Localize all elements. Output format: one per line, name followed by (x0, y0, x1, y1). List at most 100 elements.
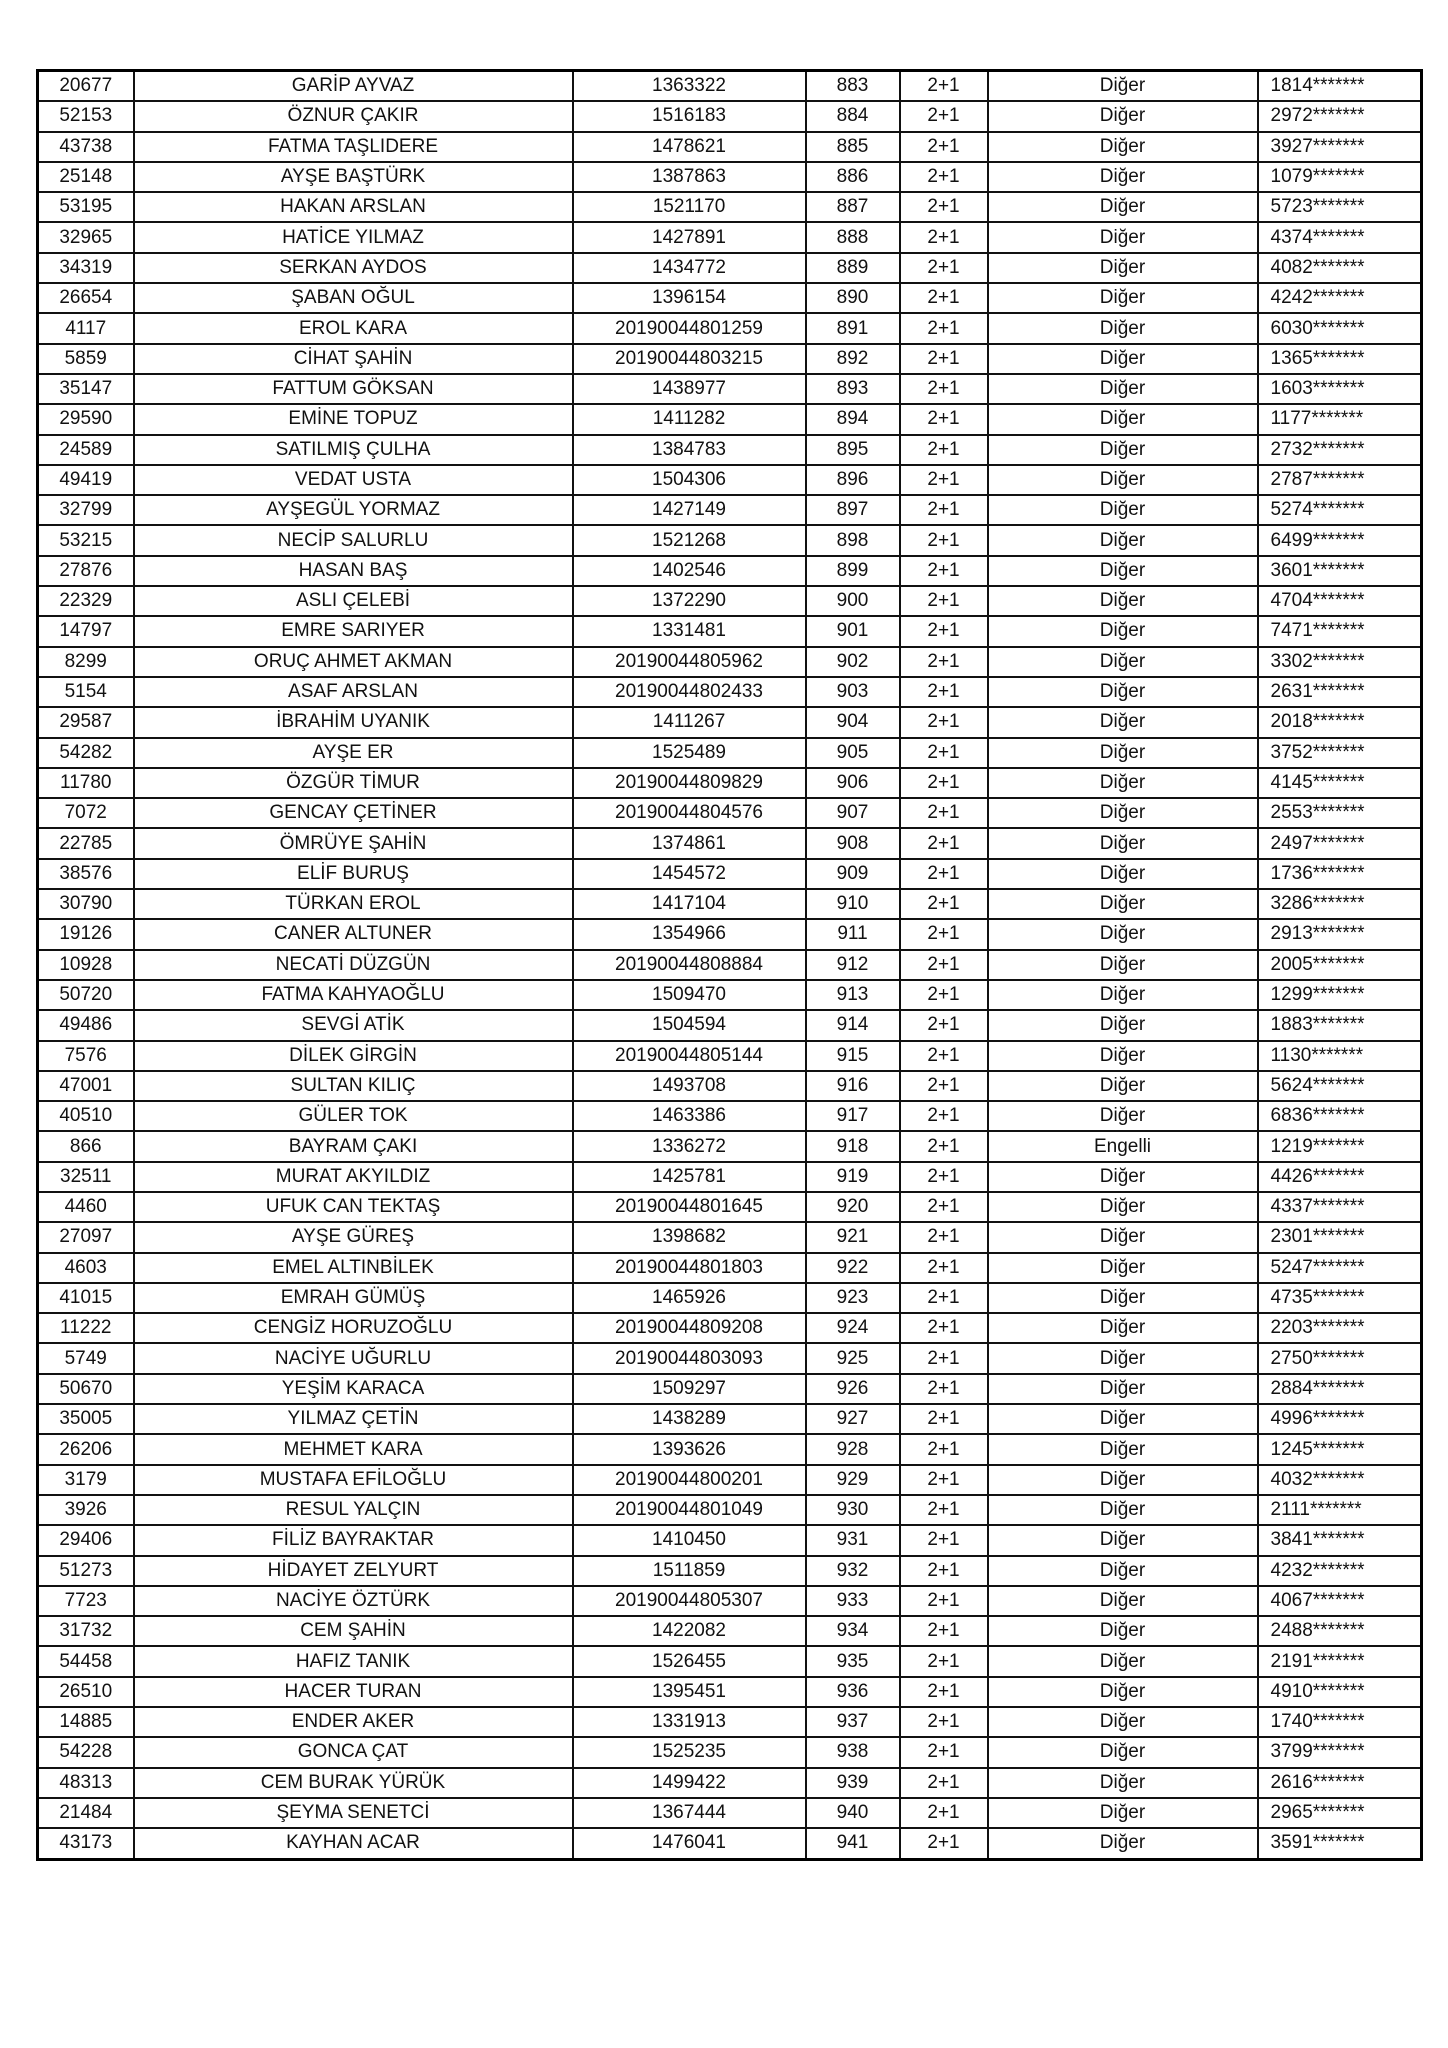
rank-cell: 894 (804, 403, 901, 436)
record-id-cell: 26206 (36, 1433, 135, 1466)
record-id-cell: 40510 (36, 1100, 135, 1133)
tc-no-cell: 5624******* (1256, 1069, 1423, 1103)
name-cell: SULTAN KILIÇ (132, 1069, 574, 1103)
application-no-cell: 1417104 (571, 888, 807, 921)
application-no-cell: 20190044801049 (571, 1493, 807, 1527)
record-id-cell: 20677 (36, 69, 135, 103)
rank-cell: 904 (804, 706, 901, 739)
record-id-cell: 54458 (36, 1645, 135, 1678)
rank-cell: 899 (804, 554, 901, 588)
name-cell: RESUL YALÇIN (132, 1493, 574, 1527)
record-id-cell: 8299 (36, 645, 135, 678)
tc-no-cell: 4996******* (1256, 1403, 1423, 1436)
table-row: 5859 CİHAT ŞAHİN 20190044803215 892 2+1 Diğer… (36, 342, 1423, 375)
name-cell: BAYRAM ÇAKI (132, 1130, 574, 1163)
table-row: 29590 EMİNE TOPUZ 1411282 894 2+1 Diğer 1177**… (36, 403, 1423, 436)
record-id-cell: 43738 (36, 130, 135, 163)
category-cell: Diğer (986, 706, 1259, 739)
name-cell: ÖMRÜYE ŞAHİN (132, 827, 574, 860)
name-cell: HİDAYET ZELYURT (132, 1554, 574, 1587)
tc-no-cell: 4082******* (1256, 251, 1423, 285)
application-no-cell: 1427149 (571, 494, 807, 527)
name-cell: NECİP SALURLU (132, 524, 574, 557)
category-cell: Diğer (986, 524, 1259, 557)
rank-cell: 926 (804, 1372, 901, 1406)
category-cell: Diğer (986, 1706, 1259, 1739)
house-type-cell: 2+1 (898, 1554, 989, 1587)
application-no-cell: 1525235 (571, 1736, 807, 1769)
table-row: 53195 HAKAN ARSLAN 1521170 887 2+1 Diğer 5723*… (36, 191, 1423, 224)
category-cell: Diğer (986, 1493, 1259, 1527)
table-row: 47001 SULTAN KILIÇ 1493708 916 2+1 Diğer 5624*… (36, 1069, 1423, 1103)
table-row: 11780 ÖZGÜR TİMUR 20190044809829 906 2+1 Diğe… (36, 766, 1423, 800)
rank-cell: 923 (804, 1281, 901, 1315)
house-type-cell: 2+1 (898, 645, 989, 678)
house-type-cell: 2+1 (898, 1069, 989, 1103)
application-no-cell: 1372290 (571, 585, 807, 618)
tc-no-cell: 6499******* (1256, 524, 1423, 557)
tc-no-cell: 2005******* (1256, 948, 1423, 981)
house-type-cell: 2+1 (898, 100, 989, 133)
name-cell: DİLEK GİRGİN (132, 1039, 574, 1072)
table-row: 7576 DİLEK GİRGİN 20190044805144 915 2+1 Diğe… (36, 1039, 1423, 1072)
application-no-cell: 20190044805307 (571, 1584, 807, 1618)
record-id-cell: 35147 (36, 372, 135, 406)
category-cell: Diğer (986, 615, 1259, 648)
rank-cell: 913 (804, 978, 901, 1012)
category-cell: Diğer (986, 948, 1259, 981)
application-no-cell: 20190044801645 (571, 1190, 807, 1224)
rank-cell: 906 (804, 766, 901, 800)
rank-cell: 929 (804, 1463, 901, 1496)
rank-cell: 886 (804, 160, 901, 194)
name-cell: ORUÇ AHMET AKMAN (132, 645, 574, 678)
house-type-cell: 2+1 (898, 706, 989, 739)
category-cell: Diğer (986, 888, 1259, 921)
category-cell: Diğer (986, 857, 1259, 891)
house-type-cell: 2+1 (898, 69, 989, 103)
rank-cell: 903 (804, 675, 901, 709)
tc-no-cell: 6030******* (1256, 312, 1423, 345)
record-id-cell: 4460 (36, 1190, 135, 1224)
rank-cell: 907 (804, 797, 901, 830)
table-row: 29406 FİLİZ BAYRAKTAR 1410450 931 2+1 Diğer 38… (36, 1524, 1423, 1557)
record-id-cell: 25148 (36, 160, 135, 194)
house-type-cell: 2+1 (898, 797, 989, 830)
record-id-cell: 50670 (36, 1372, 135, 1406)
category-cell: Diğer (986, 918, 1259, 951)
category-cell: Diğer (986, 221, 1259, 254)
rank-cell: 908 (804, 827, 901, 860)
table-row: 32799 AYŞEGÜL YORMAZ 1427149 897 2+1 Diğer 527… (36, 494, 1423, 527)
table-row: 29587 İBRAHİM UYANIK 1411267 904 2+1 Diğer 201… (36, 706, 1423, 739)
rank-cell: 895 (804, 433, 901, 466)
application-no-cell: 20190044800201 (571, 1463, 807, 1496)
table-row: 26206 MEHMET KARA 1393626 928 2+1 Diğer 1245**… (36, 1433, 1423, 1466)
category-cell: Diğer (986, 585, 1259, 618)
table-row: 5154 ASAF ARSLAN 20190044802433 903 2+1 Diğer… (36, 675, 1423, 709)
record-id-cell: 4603 (36, 1251, 135, 1284)
name-cell: FATMA TAŞLIDERE (132, 130, 574, 163)
application-no-cell: 20190044805962 (571, 645, 807, 678)
record-id-cell: 24589 (36, 433, 135, 466)
name-cell: EROL KARA (132, 312, 574, 345)
table-row: 4603 EMEL ALTINBİLEK 20190044801803 922 2+1 D… (36, 1251, 1423, 1284)
application-no-cell: 20190044809829 (571, 766, 807, 800)
name-cell: CİHAT ŞAHİN (132, 342, 574, 375)
category-cell: Diğer (986, 160, 1259, 194)
table-row: 21484 ŞEYMA SENETCİ 1367444 940 2+1 Diğer 2965… (36, 1796, 1423, 1830)
table-row: 43173 KAYHAN ACAR 1476041 941 2+1 Diğer 3591**… (36, 1827, 1423, 1861)
house-type-cell: 2+1 (898, 948, 989, 981)
tc-no-cell: 4242******* (1256, 282, 1423, 315)
rank-cell: 921 (804, 1221, 901, 1254)
table-row: 50670 YEŞİM KARACA 1509297 926 2+1 Diğer 2884*… (36, 1372, 1423, 1406)
application-no-cell: 20190044801259 (571, 312, 807, 345)
application-no-cell: 1499422 (571, 1766, 807, 1799)
tc-no-cell: 4735******* (1256, 1281, 1423, 1315)
category-cell: Diğer (986, 1312, 1259, 1345)
record-id-cell: 3179 (36, 1463, 135, 1496)
category-cell: Diğer (986, 403, 1259, 436)
tc-no-cell: 2191******* (1256, 1645, 1423, 1678)
results-table: 20677 GARİP AYVAZ 1363322 883 2+1 Diğer 1814**… (36, 69, 1423, 1861)
table-row: 8299 ORUÇ AHMET AKMAN 20190044805962 902 2+1… (36, 645, 1423, 678)
application-no-cell: 1387863 (571, 160, 807, 194)
table-row: 49486 SEVGİ ATİK 1504594 914 2+1 Diğer 1883***… (36, 1009, 1423, 1042)
